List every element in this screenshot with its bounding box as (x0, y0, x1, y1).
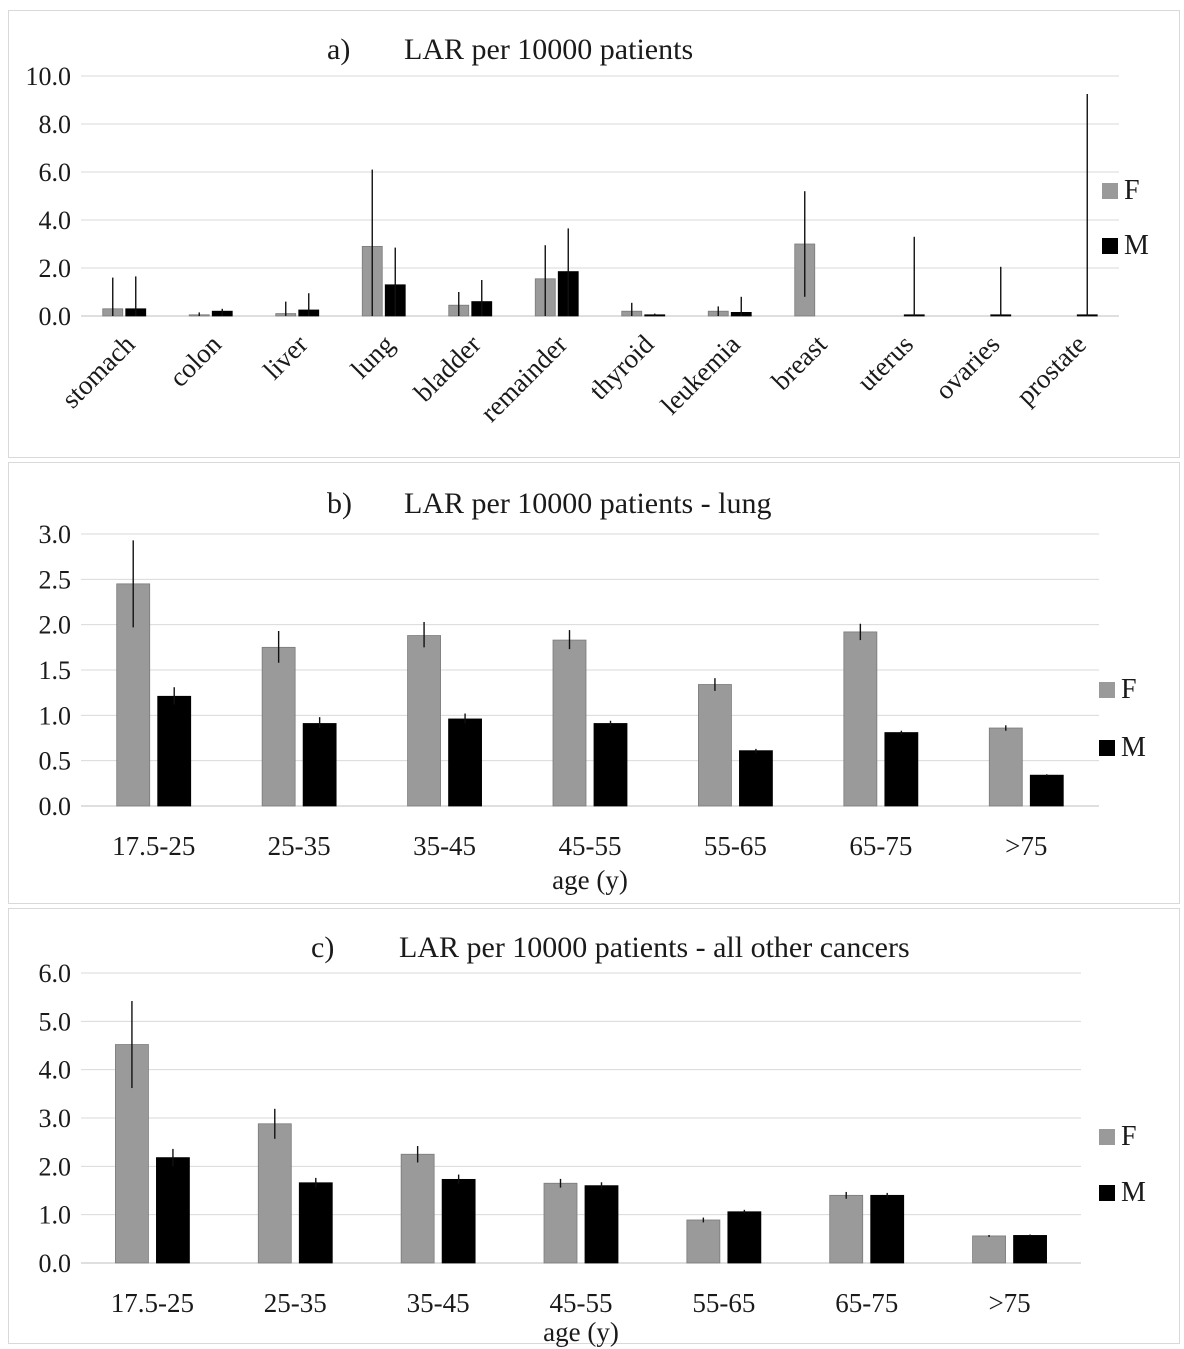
chart-panel-b: b) LAR per 10000 patients - lung 0.0 0.5 1.0… (8, 462, 1180, 904)
bar-m (441, 1178, 476, 1264)
bar-f (698, 684, 732, 807)
x-tick-label: 35-45 (413, 831, 476, 861)
bar-m (584, 1185, 619, 1264)
legend-swatch-m (1102, 238, 1118, 254)
bar-m (448, 718, 482, 807)
x-tick-label: colon (163, 329, 227, 393)
x-tick-label: 65-75 (835, 1288, 898, 1318)
x-tick-label: ovaries (929, 329, 1005, 405)
x-tick-label: uterus (851, 329, 919, 397)
chart-c-svg: c) LAR per 10000 patients - all other can… (39, 931, 1147, 1347)
x-tick-label: breast (766, 329, 833, 396)
y-tick-label: 3.0 (39, 1104, 72, 1133)
legend-swatch-f (1099, 1129, 1115, 1145)
legend-label-m: M (1121, 1177, 1146, 1208)
bar-f (843, 631, 878, 807)
y-tick-label: 0.0 (39, 792, 72, 821)
y-tick-label: 0.0 (39, 1249, 72, 1278)
x-tick-label: 55-65 (704, 831, 767, 861)
bar-m (739, 750, 773, 807)
legend-label-f: F (1121, 674, 1137, 705)
legend-swatch-f (1102, 183, 1118, 199)
x-tick-label: 45-55 (550, 1288, 613, 1318)
bar-f (257, 1123, 292, 1264)
bar-f (407, 635, 441, 807)
bar-f (686, 1219, 721, 1264)
y-tick-label: 5.0 (39, 1007, 72, 1036)
x-tick-label: 25-35 (264, 1288, 327, 1318)
chart-a-title-prefix: a) (327, 33, 350, 66)
y-tick-label: 6.0 (39, 158, 72, 187)
x-tick-label: stomach (56, 329, 141, 414)
chart-c-title: LAR per 10000 patients - all other cance… (399, 931, 910, 964)
chart-a-title: LAR per 10000 patients (404, 33, 693, 66)
chart-b-title: LAR per 10000 patients - lung (404, 487, 771, 520)
x-tick-label: liver (257, 329, 313, 385)
bar-f (972, 1235, 1006, 1264)
y-tick-label: 2.5 (39, 565, 72, 594)
x-tick-label: bladder (408, 329, 486, 407)
bar-m (870, 1194, 905, 1264)
y-tick-label: 1.0 (39, 701, 72, 730)
x-tick-label: 17.5-25 (111, 1288, 194, 1318)
y-tick-label: 2.0 (39, 1152, 72, 1181)
chart-c-title-prefix: c) (311, 931, 334, 964)
chart-b-title-prefix: b) (327, 487, 352, 520)
bar-m (1029, 774, 1064, 807)
x-tick-label: lung (345, 329, 400, 384)
bar-m (298, 1182, 333, 1264)
bar-m (1013, 1235, 1047, 1264)
chart-b-svg: b) LAR per 10000 patients - lung 0.0 0.5 1.0… (39, 487, 1147, 895)
y-tick-label: 3.0 (39, 520, 72, 549)
bar-m (593, 723, 628, 807)
x-tick-label: remainder (474, 329, 573, 428)
y-tick-label: 2.0 (39, 611, 72, 640)
x-tick-label: 65-75 (849, 831, 912, 861)
x-tick-label: 25-35 (268, 831, 331, 861)
y-tick-label: 0.5 (39, 747, 72, 776)
bar-f (261, 646, 296, 807)
bar-f (829, 1194, 864, 1264)
legend-label-f: F (1124, 175, 1140, 206)
x-tick-label: 35-45 (407, 1288, 470, 1318)
bar-m (157, 695, 192, 807)
x-axis-label: age (y) (543, 1317, 619, 1347)
bar-m (156, 1157, 190, 1264)
x-tick-label: 45-55 (559, 831, 622, 861)
legend-label-m: M (1121, 732, 1146, 763)
legend-swatch-m (1099, 1185, 1115, 1201)
x-tick-label: >75 (1005, 831, 1047, 861)
bar-m (727, 1211, 762, 1264)
legend-label-m: M (1124, 230, 1149, 261)
legend-swatch-f (1099, 682, 1115, 698)
y-tick-label: 8.0 (39, 110, 72, 139)
x-tick-label: prostate (1010, 329, 1092, 411)
bar-f (543, 1182, 578, 1264)
y-tick-label: 1.5 (39, 656, 72, 685)
y-tick-label: 0.0 (39, 302, 72, 331)
x-tick-label: thyroid (583, 329, 660, 406)
y-tick-label: 2.0 (39, 254, 72, 283)
legend-label-f: F (1121, 1121, 1137, 1152)
x-tick-label: 17.5-25 (112, 831, 195, 861)
x-tick-label: >75 (988, 1288, 1030, 1318)
x-tick-label: leukemia (655, 329, 746, 420)
x-axis-label: age (y) (552, 865, 628, 895)
y-tick-label: 6.0 (39, 959, 72, 988)
y-tick-label: 10.0 (26, 62, 72, 91)
bar-f (400, 1153, 435, 1264)
chart-panel-a: a) LAR per 10000 patients 0.0 2.0 4.0 6.0 8.0 1… (8, 10, 1180, 458)
bar-f (552, 639, 587, 807)
bar-m (884, 732, 919, 807)
chart-panel-c: c) LAR per 10000 patients - all other can… (8, 908, 1180, 1347)
y-tick-label: 1.0 (39, 1201, 72, 1230)
y-tick-label: 4.0 (39, 206, 72, 235)
bar-m (302, 723, 337, 807)
y-tick-label: 4.0 (39, 1056, 72, 1085)
bar-f (988, 727, 1023, 807)
x-tick-label: 55-65 (692, 1288, 755, 1318)
legend-swatch-m (1099, 740, 1115, 756)
chart-a-svg: a) LAR per 10000 patients 0.0 2.0 4.0 6.0 8.0 1… (26, 33, 1150, 428)
